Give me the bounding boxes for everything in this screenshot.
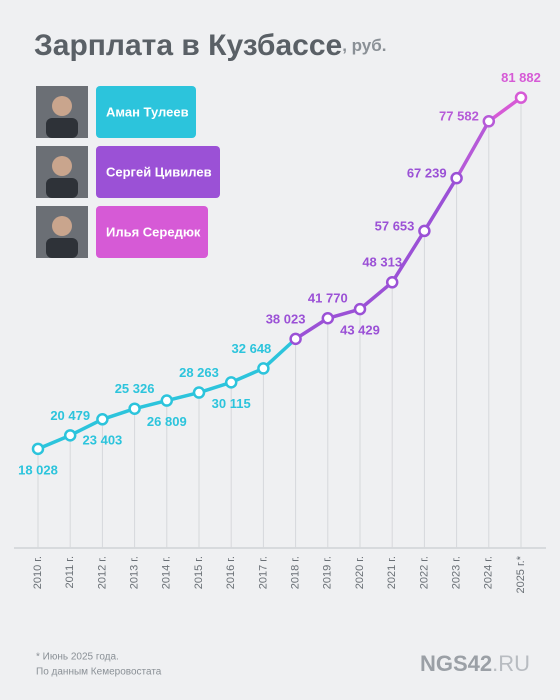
line-segment (358, 280, 394, 311)
x-tick-label: 2016 г. (225, 556, 237, 589)
x-tick-label: 2017 г. (257, 556, 269, 589)
x-tick-label: 2022 г. (418, 556, 430, 589)
point (353, 302, 367, 316)
value-label: 67 239 (407, 166, 447, 181)
source: По данным Кемеровостата (36, 667, 162, 678)
value-label: 38 023 (266, 311, 306, 326)
value-label: 20 479 (50, 408, 90, 423)
legend-box (96, 86, 196, 138)
value-label: 48 313 (362, 255, 402, 270)
note: * Июнь 2025 года. (36, 652, 119, 663)
legend-label: Илья Середюк (106, 224, 201, 239)
value-label: 18 028 (18, 462, 58, 477)
photo-body (46, 118, 78, 138)
point (482, 115, 496, 128)
title-text: Зарплата в Кузбассе (34, 29, 342, 62)
value-label: 81 882 (501, 70, 541, 85)
value-label: 41 770 (308, 291, 348, 306)
logo-main: NGS42 (420, 651, 492, 676)
unit: , руб. (342, 36, 386, 55)
photo-body (46, 238, 78, 258)
legend-label: Аман Тулеев (106, 104, 189, 119)
x-tick-label: 2023 г. (451, 556, 463, 589)
photo-head (52, 156, 72, 176)
value-label: 77 582 (439, 109, 479, 124)
point (450, 171, 463, 185)
x-tick-label: 2019 г. (322, 556, 334, 589)
x-tick-label: 2013 г. (129, 556, 141, 589)
value-label: 30 115 (212, 396, 251, 411)
point (224, 376, 238, 389)
value-label: 25 326 (115, 381, 155, 396)
value-label: 57 653 (375, 218, 415, 233)
photo-head (52, 96, 72, 116)
x-tick-label: 2014 г. (161, 556, 173, 589)
logo-suffix: .RU (492, 651, 530, 676)
x-tick-label: 2010 г. (32, 556, 44, 589)
point (321, 312, 335, 325)
photo-body (46, 178, 78, 198)
point (418, 224, 431, 238)
value-label: 43 429 (340, 323, 380, 338)
point (192, 386, 206, 399)
line-segment (487, 95, 523, 124)
value-label: 32 648 (232, 341, 272, 356)
photo-head (52, 216, 72, 236)
value-label: 23 403 (83, 433, 123, 448)
line-segment (422, 176, 459, 233)
line-segment (261, 337, 298, 371)
line-segment (390, 229, 427, 285)
legend-box (96, 206, 208, 258)
x-tick-label: 2025 г.* (515, 555, 527, 593)
value-label: 26 809 (147, 414, 187, 429)
point (257, 362, 270, 375)
x-tick-label: 2012 г. (96, 556, 108, 589)
point (385, 276, 399, 289)
x-tick-label: 2021 г. (386, 556, 398, 589)
logo: NGS42.RU (420, 651, 530, 676)
x-tick-label: 2011 г. (64, 556, 76, 588)
legend-box (96, 146, 220, 198)
x-tick-label: 2018 г. (290, 556, 302, 589)
point (514, 91, 528, 104)
x-tick-label: 2024 г. (483, 556, 495, 589)
line-segment (293, 316, 330, 341)
line-segment (454, 119, 491, 180)
x-tick-label: 2020 г. (354, 556, 366, 589)
point (160, 394, 174, 407)
chart-title: Зарплата в Кузбассе, руб. (34, 29, 387, 62)
legend-label: Сергей Цивилев (106, 164, 212, 179)
point (31, 442, 45, 456)
point (96, 413, 109, 426)
value-label: 28 263 (179, 365, 219, 380)
point (128, 402, 141, 415)
point (63, 429, 77, 442)
x-tick-label: 2015 г. (193, 556, 205, 589)
point (289, 332, 302, 346)
